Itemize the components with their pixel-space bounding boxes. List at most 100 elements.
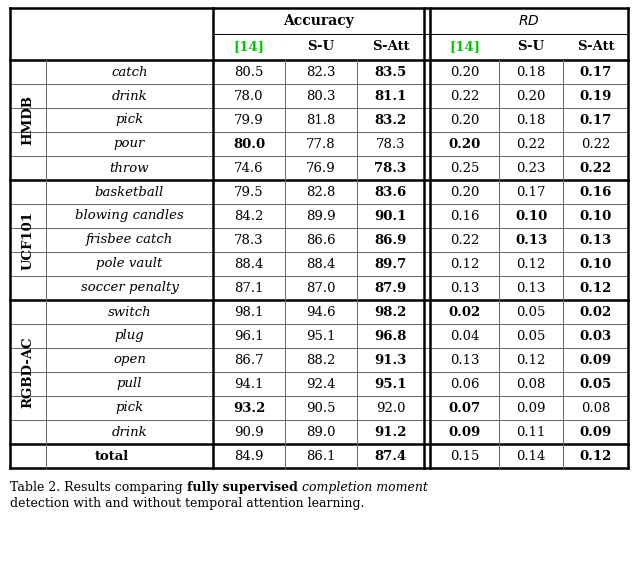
Text: 0.04: 0.04 [450, 329, 479, 343]
Text: 0.20: 0.20 [450, 186, 479, 198]
Text: 86.9: 86.9 [374, 233, 406, 247]
Text: 0.09: 0.09 [579, 353, 612, 366]
Text: 95.1: 95.1 [374, 378, 407, 391]
Text: frisbee catch: frisbee catch [86, 233, 173, 247]
Text: RGBD-AC: RGBD-AC [22, 336, 35, 408]
Text: 89.9: 89.9 [306, 210, 336, 223]
Text: 0.22: 0.22 [516, 137, 546, 151]
Text: pole vault: pole vault [96, 257, 163, 270]
Text: 87.1: 87.1 [234, 282, 264, 294]
Text: 80.0: 80.0 [233, 137, 265, 151]
Text: 0.09: 0.09 [579, 425, 612, 438]
Text: 78.0: 78.0 [234, 90, 264, 102]
Text: 93.2: 93.2 [233, 402, 265, 415]
Text: 91.3: 91.3 [374, 353, 406, 366]
Text: $\mathit{RD}$: $\mathit{RD}$ [518, 14, 540, 28]
Text: 0.10: 0.10 [579, 257, 612, 270]
Text: 0.13: 0.13 [515, 233, 547, 247]
Text: 0.23: 0.23 [516, 161, 546, 174]
Text: S-Att: S-Att [577, 40, 614, 53]
Text: 0.10: 0.10 [579, 210, 612, 223]
Text: 0.03: 0.03 [579, 329, 612, 343]
Text: 78.3: 78.3 [234, 233, 264, 247]
Text: 0.06: 0.06 [450, 378, 479, 391]
Text: 92.4: 92.4 [307, 378, 336, 391]
Text: blowing candles: blowing candles [75, 210, 184, 223]
Text: 0.18: 0.18 [516, 114, 546, 127]
Text: pick: pick [115, 402, 143, 415]
Text: 77.8: 77.8 [306, 137, 336, 151]
Text: open: open [113, 353, 146, 366]
Text: 90.5: 90.5 [307, 402, 336, 415]
Text: drink: drink [112, 90, 147, 102]
Text: 0.12: 0.12 [450, 257, 479, 270]
Text: 79.9: 79.9 [234, 114, 264, 127]
Text: 94.1: 94.1 [234, 378, 264, 391]
Text: basketball: basketball [95, 186, 164, 198]
Text: 0.11: 0.11 [516, 425, 546, 438]
Text: 91.2: 91.2 [374, 425, 407, 438]
Text: 96.8: 96.8 [374, 329, 406, 343]
Text: 98.1: 98.1 [234, 306, 264, 319]
Text: catch: catch [111, 65, 148, 78]
Text: 0.05: 0.05 [516, 306, 546, 319]
Text: 0.22: 0.22 [579, 161, 612, 174]
Text: 83.5: 83.5 [374, 65, 406, 78]
Text: 0.16: 0.16 [579, 186, 612, 198]
Text: Table 2. Results comparing: Table 2. Results comparing [10, 482, 187, 495]
Text: 87.4: 87.4 [374, 449, 406, 462]
Text: 78.3: 78.3 [376, 137, 405, 151]
Text: 92.0: 92.0 [376, 402, 405, 415]
Text: 0.13: 0.13 [579, 233, 612, 247]
Text: 0.13: 0.13 [450, 282, 479, 294]
Text: 0.19: 0.19 [579, 90, 612, 102]
Text: S-U: S-U [307, 40, 335, 53]
Text: pour: pour [114, 137, 145, 151]
Text: 0.09: 0.09 [449, 425, 481, 438]
Text: 90.1: 90.1 [374, 210, 406, 223]
Text: 87.0: 87.0 [307, 282, 336, 294]
Text: 0.08: 0.08 [581, 402, 610, 415]
Text: 0.17: 0.17 [516, 186, 546, 198]
Text: 74.6: 74.6 [234, 161, 264, 174]
Text: Accuracy: Accuracy [283, 14, 354, 28]
Text: 0.12: 0.12 [516, 353, 546, 366]
Text: 0.17: 0.17 [579, 114, 612, 127]
Text: 84.9: 84.9 [234, 449, 264, 462]
Text: 94.6: 94.6 [306, 306, 336, 319]
Text: 0.20: 0.20 [450, 114, 479, 127]
Text: 98.2: 98.2 [374, 306, 406, 319]
Text: 0.22: 0.22 [581, 137, 610, 151]
Text: 95.1: 95.1 [307, 329, 336, 343]
Text: 0.14: 0.14 [516, 449, 546, 462]
Text: 86.1: 86.1 [307, 449, 336, 462]
Text: 86.6: 86.6 [306, 233, 336, 247]
Text: 96.1: 96.1 [234, 329, 264, 343]
Text: soccer penalty: soccer penalty [81, 282, 179, 294]
Text: S-U: S-U [517, 40, 545, 53]
Text: detection with and without temporal attention learning.: detection with and without temporal atte… [10, 498, 365, 511]
Text: 82.8: 82.8 [307, 186, 336, 198]
Text: 0.12: 0.12 [579, 282, 612, 294]
Text: 0.12: 0.12 [579, 449, 612, 462]
Text: 0.13: 0.13 [450, 353, 479, 366]
Text: 79.5: 79.5 [234, 186, 264, 198]
Text: 0.02: 0.02 [579, 306, 612, 319]
Text: 83.2: 83.2 [374, 114, 406, 127]
Text: 0.08: 0.08 [516, 378, 546, 391]
Text: 76.9: 76.9 [306, 161, 336, 174]
Text: [14]: [14] [234, 40, 264, 53]
Text: 0.10: 0.10 [515, 210, 547, 223]
Text: throw: throw [109, 161, 149, 174]
Text: 0.20: 0.20 [516, 90, 546, 102]
Text: S-Att: S-Att [372, 40, 410, 53]
Text: pull: pull [116, 378, 142, 391]
Text: 81.1: 81.1 [374, 90, 406, 102]
Text: 0.25: 0.25 [450, 161, 479, 174]
Text: 0.18: 0.18 [516, 65, 546, 78]
Text: 0.05: 0.05 [516, 329, 546, 343]
Text: 81.8: 81.8 [307, 114, 336, 127]
Text: 0.02: 0.02 [449, 306, 481, 319]
Text: 84.2: 84.2 [234, 210, 264, 223]
Text: 0.13: 0.13 [516, 282, 546, 294]
